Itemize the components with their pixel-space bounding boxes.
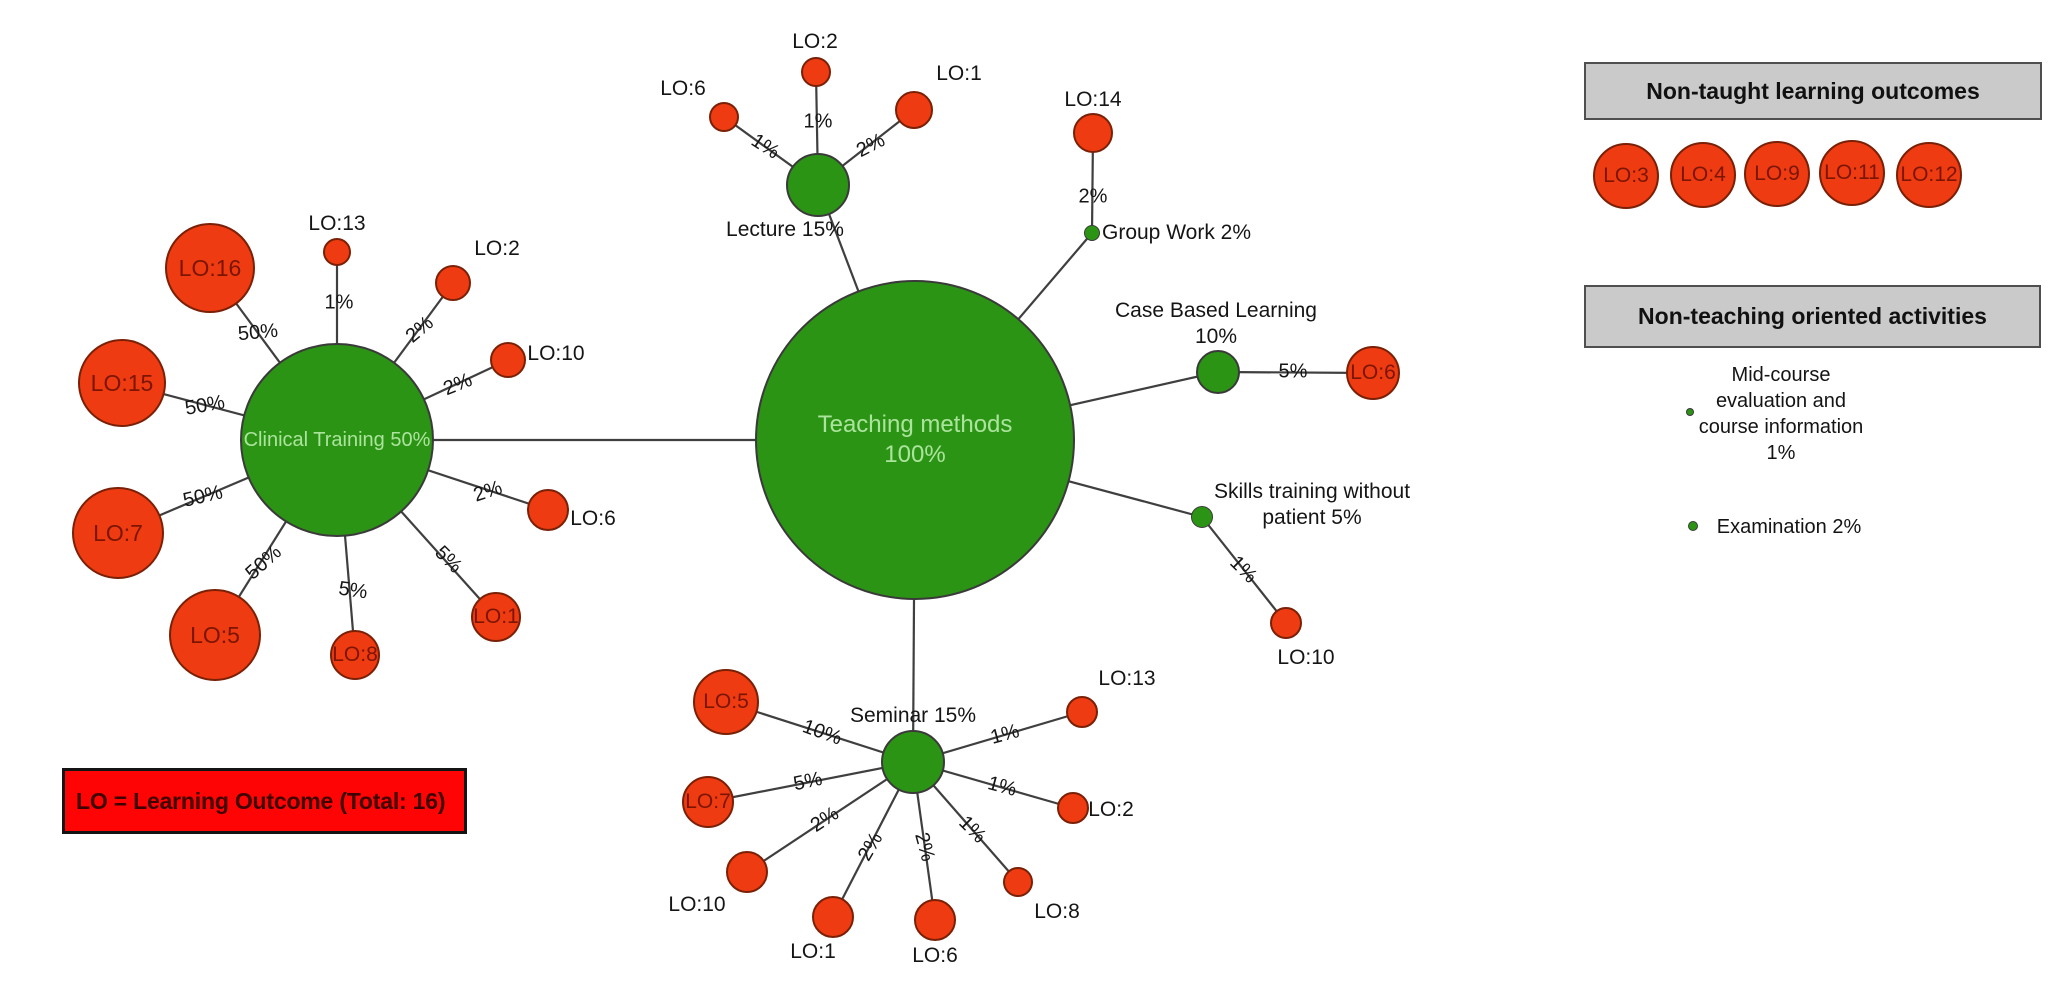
node-label-case-based-learning: Case Based Learning 10%	[1115, 298, 1317, 348]
node-ct-lo16: LO:16	[165, 223, 255, 313]
node-label-sem-lo1: LO:1	[790, 939, 836, 963]
node-sem-lo7: LO:7	[682, 776, 734, 828]
node-label-lec-lo1: LO:1	[936, 61, 982, 85]
node-label-ct-lo13: LO:13	[308, 211, 366, 235]
node-teaching-methods: Teaching methods 100%	[755, 280, 1075, 600]
non-taught-panel-title: Non-taught learning outcomes	[1584, 62, 2042, 120]
node-label-gw-lo14: LO:14	[1064, 87, 1122, 111]
node-lec-lo6	[709, 102, 739, 132]
edge-skills-training--sk-lo10	[1201, 516, 1287, 624]
node-sem-lo13	[1066, 696, 1098, 728]
node-label-ct-lo8: LO:8	[332, 642, 378, 666]
node-label-clinical-training: Clinical Training 50%	[243, 428, 431, 451]
edge-seminar--sem-lo10	[746, 761, 914, 873]
node-label-sem-lo10: LO:10	[668, 892, 726, 916]
non-teaching-panel-title: Non-teaching oriented activities	[1584, 285, 2041, 348]
node-ct-lo1: LO:1	[471, 592, 521, 642]
node-label-lec-lo6: LO:6	[660, 76, 706, 100]
node-label-ct-lo2: LO:2	[474, 236, 520, 260]
node-label-group-work: Group Work 2%	[1102, 220, 1251, 244]
node-label-sem-lo5: LO:5	[703, 689, 749, 713]
node-label-lg-lo11: LO:11	[1824, 160, 1880, 184]
node-ct-lo6	[527, 489, 569, 531]
node-sem-lo1	[812, 896, 854, 938]
node-label-seminar: Seminar 15%	[849, 703, 977, 727]
node-label-teaching-methods: Teaching methods 100%	[817, 411, 1013, 468]
node-label-sem-lo6: LO:6	[912, 943, 958, 967]
node-ct-lo7: LO:7	[72, 487, 164, 579]
node-ct-lo13	[323, 238, 351, 266]
node-sem-lo2	[1057, 792, 1089, 824]
edge-weight-label-clinical-training--ct-lo13: 1%	[324, 291, 354, 314]
node-label-sem-lo8: LO:8	[1034, 899, 1080, 923]
node-skills-training	[1191, 506, 1213, 528]
node-ct-lo2	[435, 265, 471, 301]
node-clinical-training: Clinical Training 50%	[240, 343, 434, 537]
mid-course-evaluation-label: Mid-course evaluation and course informa…	[1698, 364, 1864, 464]
node-label-skills-training: Skills training without patient 5%	[1213, 479, 1411, 529]
node-label-ct-lo10: LO:10	[527, 341, 585, 365]
node-sem-lo5: LO:5	[693, 669, 759, 735]
node-label-lec-lo2: LO:2	[792, 29, 838, 53]
node-label-sem-lo2: LO:2	[1088, 797, 1134, 821]
node-label-sk-lo10: LO:10	[1277, 645, 1335, 669]
edge-weight-label-group-work--gw-lo14: 2%	[1078, 185, 1108, 208]
node-examination-dot	[1688, 521, 1698, 531]
examination-label: Examination 2%	[1716, 516, 1862, 538]
node-lg-lo11: LO:11	[1819, 140, 1885, 206]
node-mid-course-dot	[1686, 408, 1694, 416]
node-lg-lo3: LO:3	[1593, 143, 1659, 209]
node-lg-lo4: LO:4	[1670, 142, 1736, 208]
node-lec-lo1	[895, 91, 933, 129]
edge-weight-label-lecture--lec-lo2: 1%	[803, 110, 833, 133]
node-lg-lo12: LO:12	[1896, 142, 1962, 208]
node-label-ct-lo1: LO:1	[473, 604, 519, 628]
edge-seminar--sem-lo7	[707, 760, 914, 804]
node-label-ct-lo6: LO:6	[570, 506, 616, 530]
node-ct-lo10	[490, 342, 526, 378]
node-ct-lo5: LO:5	[169, 589, 261, 681]
node-case-based-learning	[1196, 350, 1240, 394]
node-label-ct-lo16: LO:16	[178, 254, 242, 281]
node-ct-lo15: LO:15	[78, 339, 166, 427]
node-lecture	[786, 153, 850, 217]
node-label-sem-lo13: LO:13	[1098, 666, 1156, 690]
node-sem-lo8	[1003, 867, 1033, 897]
node-lec-lo2	[801, 57, 831, 87]
node-sem-lo10	[726, 851, 768, 893]
node-label-cbl-lo6: LO:6	[1350, 360, 1396, 384]
edge-weight-label-clinical-training--ct-lo8: 5%	[337, 577, 369, 604]
node-label-lg-lo9: LO:9	[1754, 161, 1800, 185]
node-sem-lo6	[914, 899, 956, 941]
node-ct-lo8: LO:8	[330, 630, 380, 680]
node-label-lg-lo4: LO:4	[1680, 162, 1726, 186]
node-sk-lo10	[1270, 607, 1302, 639]
node-label-ct-lo15: LO:15	[90, 369, 154, 396]
node-label-ct-lo7: LO:7	[93, 519, 143, 546]
lo-abbreviation-note: LO = Learning Outcome (Total: 16)	[62, 768, 467, 834]
node-label-lecture: Lecture 15%	[726, 217, 844, 241]
edge-weight-label-case-based-learning--cbl-lo6: 5%	[1278, 360, 1308, 383]
node-cbl-lo6: LO:6	[1346, 346, 1400, 400]
node-seminar	[881, 730, 945, 794]
node-label-sem-lo7: LO:7	[685, 789, 731, 813]
node-group-work	[1084, 225, 1100, 241]
node-label-lg-lo12: LO:12	[1900, 162, 1958, 186]
node-gw-lo14	[1073, 113, 1113, 153]
node-label-ct-lo5: LO:5	[190, 621, 240, 648]
node-label-lg-lo3: LO:3	[1603, 163, 1649, 187]
node-lg-lo9: LO:9	[1744, 141, 1810, 207]
edge-weight-label-clinical-training--ct-lo16: 50%	[237, 319, 279, 346]
